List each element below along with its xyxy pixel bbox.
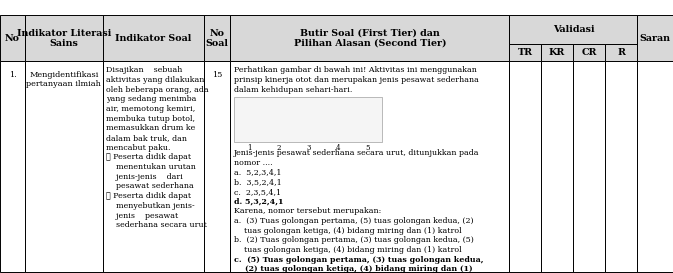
Text: Mengidentifikasi
pertanyaan ilmiah: Mengidentifikasi pertanyaan ilmiah	[26, 70, 102, 88]
Bar	[0, 15, 25, 61]
Text: R: R	[617, 48, 625, 57]
Text: Butir Soal (First Tier) dan
Pilihan Alasan (Second Tier): Butir Soal (First Tier) dan Pilihan Alas…	[293, 28, 446, 48]
Bar	[103, 61, 204, 272]
Text: No: No	[5, 34, 20, 43]
Text: 2: 2	[277, 144, 281, 152]
Bar	[204, 15, 230, 61]
Text: membuka tutup botol,: membuka tutup botol,	[106, 115, 194, 123]
Bar	[509, 15, 637, 44]
Bar	[637, 61, 673, 272]
Bar	[25, 15, 103, 61]
Text: ❖ Peserta didik dapat: ❖ Peserta didik dapat	[106, 192, 190, 200]
Bar	[637, 15, 673, 61]
Text: mencabut paku.: mencabut paku.	[106, 144, 170, 152]
Text: TR: TR	[518, 48, 533, 57]
Text: KR: KR	[548, 48, 565, 57]
Text: menyebutkan jenis-: menyebutkan jenis-	[106, 202, 194, 210]
Text: Jenis-jenis pesawat sederhana secara urut, ditunjukkan pada: Jenis-jenis pesawat sederhana secara uru…	[234, 149, 479, 157]
Bar	[230, 61, 509, 272]
Bar	[230, 15, 509, 61]
Text: 1: 1	[247, 144, 251, 152]
Text: Karena, nomor tersebut merupakan:: Karena, nomor tersebut merupakan:	[234, 207, 381, 215]
Text: memasukkan drum ke: memasukkan drum ke	[106, 124, 195, 132]
Text: dalam bak truk, dan: dalam bak truk, dan	[106, 134, 186, 142]
Bar	[509, 44, 541, 61]
Text: yang sedang menimba: yang sedang menimba	[106, 95, 196, 103]
Bar	[541, 44, 573, 61]
Bar	[573, 61, 605, 272]
Text: oleh beberapa orang, ada: oleh beberapa orang, ada	[106, 85, 208, 94]
Text: pesawat sederhana: pesawat sederhana	[106, 182, 193, 191]
Bar	[541, 61, 573, 272]
Text: d. 5,3,2,4,1: d. 5,3,2,4,1	[234, 197, 283, 206]
Bar	[605, 44, 637, 61]
Text: 3: 3	[306, 144, 310, 152]
Text: 4: 4	[336, 144, 340, 152]
Text: ❖ Peserta didik dapat: ❖ Peserta didik dapat	[106, 153, 190, 161]
Bar	[0, 61, 25, 272]
Bar	[605, 61, 637, 272]
Text: c.  2,3,5,4,1: c. 2,3,5,4,1	[234, 188, 281, 196]
Bar	[573, 44, 605, 61]
Text: Indikator Literasi
Sains: Indikator Literasi Sains	[17, 28, 111, 48]
Text: air, memotong kemiri,: air, memotong kemiri,	[106, 105, 195, 113]
Text: CR: CR	[581, 48, 597, 57]
Text: dalam kehidupan sehari-hari.: dalam kehidupan sehari-hari.	[234, 85, 352, 94]
Text: prinsip kinerja otot dan merupakan jenis pesawat sederhana: prinsip kinerja otot dan merupakan jenis…	[234, 76, 479, 84]
Text: b.  3,5,2,4,1: b. 3,5,2,4,1	[234, 178, 281, 186]
Bar	[204, 61, 230, 272]
Text: Indikator Soal: Indikator Soal	[115, 34, 192, 43]
Text: Disajikan    sebuah: Disajikan sebuah	[106, 66, 182, 74]
Text: No
Soal: No Soal	[205, 28, 229, 48]
Text: aktivitas yang dilakukan: aktivitas yang dilakukan	[106, 76, 204, 84]
Text: a.  5,2,3,4,1: a. 5,2,3,4,1	[234, 168, 281, 176]
Bar	[103, 15, 204, 61]
Text: 1.: 1.	[9, 71, 16, 79]
Text: Perhatikan gambar di bawah ini! Aktivitas ini menggunakan: Perhatikan gambar di bawah ini! Aktivita…	[234, 66, 476, 74]
Text: Validasi: Validasi	[553, 25, 594, 34]
Text: sederhana secara urut: sederhana secara urut	[106, 221, 207, 229]
Text: (2) tuas golongan ketiga, (4) bidang miring dan (1): (2) tuas golongan ketiga, (4) bidang mir…	[234, 265, 472, 273]
Text: tuas golongan ketiga, (4) bidang miring dan (1) katrol: tuas golongan ketiga, (4) bidang miring …	[234, 246, 461, 254]
Text: b.  (2) Tuas golongan pertama, (3) tuas golongan kedua, (5): b. (2) Tuas golongan pertama, (3) tuas g…	[234, 236, 473, 244]
Text: a.  (3) Tuas golongan pertama, (5) tuas golongan kedua, (2): a. (3) Tuas golongan pertama, (5) tuas g…	[234, 217, 473, 225]
Bar	[25, 61, 103, 272]
Text: menentukan urutan: menentukan urutan	[106, 163, 196, 171]
Text: Saran: Saran	[639, 34, 671, 43]
Text: jenis    pesawat: jenis pesawat	[106, 212, 178, 219]
Bar	[509, 61, 541, 272]
Text: tuas golongan ketiga, (4) bidang miring dan (1) katrol: tuas golongan ketiga, (4) bidang miring …	[234, 227, 461, 235]
Bar	[234, 97, 382, 142]
Text: c.  (5) Tuas golongan pertama, (3) tuas golongan kedua,: c. (5) Tuas golongan pertama, (3) tuas g…	[234, 256, 483, 264]
Text: jenis-jenis    dari: jenis-jenis dari	[106, 173, 182, 181]
Text: nomor ....: nomor ....	[234, 159, 272, 167]
Text: 5: 5	[365, 144, 369, 152]
Text: 15: 15	[212, 71, 222, 79]
